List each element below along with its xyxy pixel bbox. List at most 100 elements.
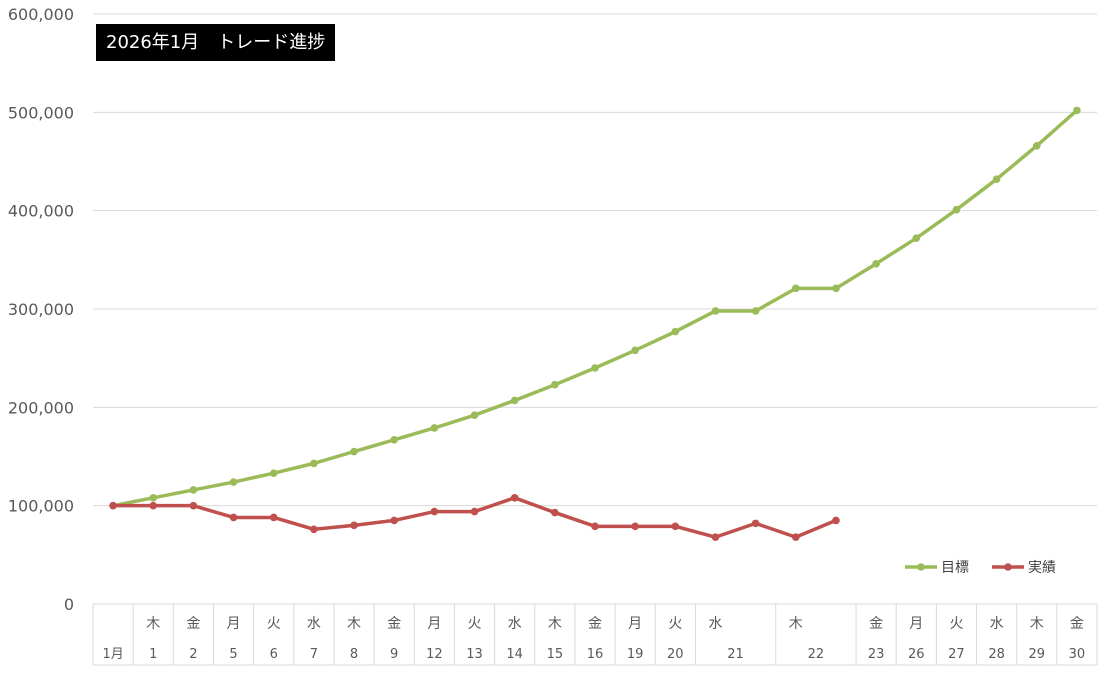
x-day-label: 19	[627, 647, 644, 662]
x-weekday-label: 月	[227, 616, 241, 632]
data-point	[1032, 141, 1041, 150]
data-point	[671, 327, 680, 336]
data-point	[310, 459, 318, 468]
data-point	[229, 478, 238, 486]
data-point	[832, 284, 840, 293]
x-day-label: 28	[988, 647, 1005, 662]
x-weekday-label: 火	[949, 616, 963, 632]
x-day-label: 9	[390, 647, 398, 662]
x-day-label: 12	[426, 647, 443, 662]
legend-label: 実績	[1028, 560, 1056, 576]
x-weekday-label: 木	[1030, 616, 1044, 632]
data-point	[510, 396, 519, 405]
data-point	[269, 469, 278, 478]
data-point	[792, 533, 800, 541]
legend-label: 目標	[941, 560, 969, 576]
x-day-label: 29	[1028, 647, 1045, 662]
legend-marker	[1004, 563, 1012, 571]
chart-title: 2026年1月 トレード進捗	[96, 24, 336, 61]
x-day-label: 15	[547, 647, 564, 662]
data-point	[109, 501, 117, 510]
data-point	[470, 411, 479, 420]
x-day-label: 16	[587, 647, 604, 662]
x-day-label: 20	[667, 647, 684, 662]
x-day-label: 6	[270, 647, 278, 662]
series-line-0	[112, 109, 1079, 508]
x-weekday-label: 木	[146, 616, 160, 632]
y-tick-label: 0	[64, 595, 74, 614]
data-point	[149, 494, 158, 502]
data-point	[510, 494, 519, 502]
x-weekday-label: 月	[909, 616, 923, 632]
x-day-label: 14	[506, 647, 523, 662]
x-weekday-label: 金	[186, 616, 200, 632]
data-point	[1073, 106, 1081, 115]
x-day-label: 30	[1069, 647, 1086, 662]
x-weekday-label: 火	[668, 616, 682, 632]
data-point	[430, 424, 439, 432]
x-day-label: 26	[908, 647, 925, 662]
y-axis: 0 100,000 200,000 300,000 400,000 500,000 600,…	[8, 5, 74, 614]
series-line-1	[113, 496, 837, 539]
x-day-label: 7	[310, 647, 318, 662]
data-point	[591, 364, 599, 372]
data-point	[390, 516, 399, 525]
x-day-label: 13	[466, 647, 483, 662]
y-tick-label: 600,000	[8, 5, 74, 24]
data-point	[591, 522, 599, 531]
x-day-label: 22	[808, 647, 825, 662]
x-weekday-label: 火	[267, 616, 281, 632]
data-point	[551, 380, 559, 389]
x-weekday-label: 金	[1070, 616, 1084, 632]
x-axis-table: 1月 木 1 金 2 月 5 火 6 水 7 木 8 金 9 月 12 火 13 水 14 木 15 金 16 月 19 火 20 水 21…	[92, 603, 1098, 666]
x-weekday-label: 木	[789, 616, 803, 632]
x-day-label: 21	[727, 647, 744, 662]
data-point	[751, 307, 760, 315]
legend: 目標 実績	[905, 560, 1056, 576]
x-day-label: 8	[350, 647, 358, 662]
data-point	[671, 522, 680, 531]
x-day-label: 2	[189, 647, 197, 662]
data-point	[631, 522, 639, 531]
data-point	[872, 259, 880, 268]
data-point	[551, 508, 559, 517]
x-weekday-label: 木	[347, 616, 361, 632]
data-point	[711, 533, 720, 541]
x-month-label: 1月	[102, 647, 123, 662]
x-weekday-label: 月	[628, 616, 642, 632]
data-point	[350, 521, 358, 530]
x-weekday-label: 月	[427, 616, 441, 632]
x-day-label: 5	[229, 647, 237, 662]
x-day-label: 23	[868, 647, 885, 662]
y-tick-label: 400,000	[8, 202, 74, 221]
x-weekday-label: 火	[468, 616, 482, 632]
data-point	[711, 307, 720, 315]
x-weekday-label: 金	[869, 616, 883, 632]
data-point	[912, 234, 921, 242]
plot-area	[109, 106, 1081, 541]
data-point	[832, 516, 840, 525]
data-point	[430, 507, 439, 516]
data-point	[149, 501, 158, 510]
data-point	[631, 346, 639, 355]
x-weekday-label: 水	[990, 616, 1004, 632]
x-weekday-label: 木	[548, 616, 562, 632]
data-point	[269, 513, 278, 522]
x-weekday-label: 水	[508, 616, 522, 632]
data-point	[751, 519, 760, 528]
x-day-label: 1	[149, 647, 157, 662]
data-point	[470, 507, 479, 516]
data-point	[992, 175, 1001, 183]
data-point	[792, 284, 800, 293]
grid	[93, 13, 1097, 507]
x-day-label: 27	[948, 647, 965, 662]
x-weekday-label: 金	[387, 616, 401, 632]
y-tick-label: 500,000	[8, 103, 74, 122]
data-point	[350, 447, 358, 456]
x-weekday-label: 水	[307, 616, 321, 632]
legend-marker	[917, 563, 925, 571]
data-point	[390, 435, 399, 444]
data-point	[310, 525, 318, 534]
